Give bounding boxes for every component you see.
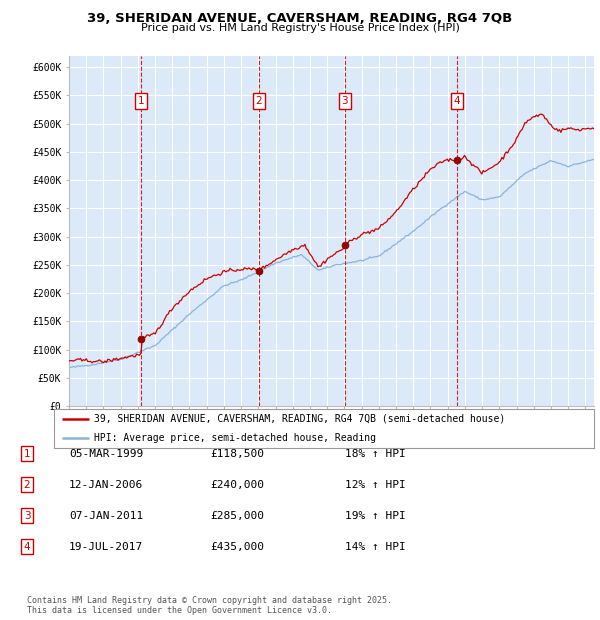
Text: HPI: Average price, semi-detached house, Reading: HPI: Average price, semi-detached house,… — [95, 433, 377, 443]
Text: £285,000: £285,000 — [210, 511, 264, 521]
Text: Contains HM Land Registry data © Crown copyright and database right 2025.
This d: Contains HM Land Registry data © Crown c… — [27, 596, 392, 615]
Text: £435,000: £435,000 — [210, 542, 264, 552]
Text: 3: 3 — [341, 96, 348, 106]
Text: Price paid vs. HM Land Registry's House Price Index (HPI): Price paid vs. HM Land Registry's House … — [140, 23, 460, 33]
Text: 2: 2 — [256, 96, 262, 106]
Text: 39, SHERIDAN AVENUE, CAVERSHAM, READING, RG4 7QB: 39, SHERIDAN AVENUE, CAVERSHAM, READING,… — [88, 12, 512, 25]
Text: 18% ↑ HPI: 18% ↑ HPI — [345, 449, 406, 459]
Text: 07-JAN-2011: 07-JAN-2011 — [69, 511, 143, 521]
Text: 14% ↑ HPI: 14% ↑ HPI — [345, 542, 406, 552]
Text: 12-JAN-2006: 12-JAN-2006 — [69, 480, 143, 490]
Text: 4: 4 — [454, 96, 460, 106]
Text: £118,500: £118,500 — [210, 449, 264, 459]
Text: £240,000: £240,000 — [210, 480, 264, 490]
Text: 4: 4 — [23, 542, 31, 552]
Text: 3: 3 — [23, 511, 31, 521]
Text: 19-JUL-2017: 19-JUL-2017 — [69, 542, 143, 552]
Text: 19% ↑ HPI: 19% ↑ HPI — [345, 511, 406, 521]
Text: 39, SHERIDAN AVENUE, CAVERSHAM, READING, RG4 7QB (semi-detached house): 39, SHERIDAN AVENUE, CAVERSHAM, READING,… — [95, 414, 506, 424]
Text: 1: 1 — [23, 449, 31, 459]
Text: 12% ↑ HPI: 12% ↑ HPI — [345, 480, 406, 490]
Text: 1: 1 — [137, 96, 144, 106]
Text: 05-MAR-1999: 05-MAR-1999 — [69, 449, 143, 459]
Text: 2: 2 — [23, 480, 31, 490]
